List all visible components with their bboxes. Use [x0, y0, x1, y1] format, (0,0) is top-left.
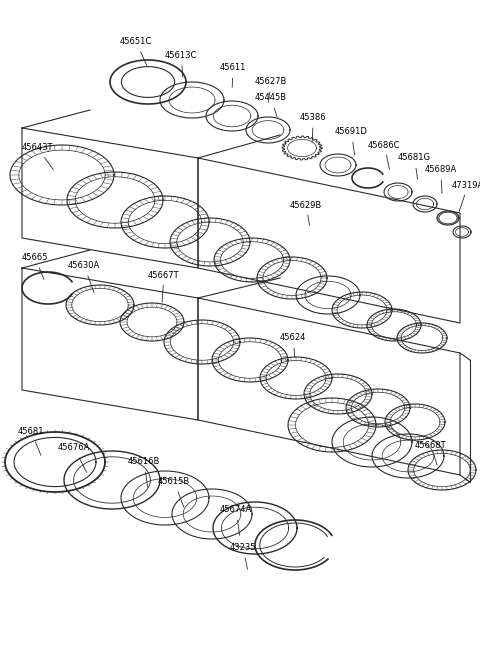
- Text: 45668T: 45668T: [415, 440, 446, 465]
- Text: 45667T: 45667T: [148, 270, 180, 302]
- Text: 45651C: 45651C: [120, 37, 152, 66]
- Text: 45613C: 45613C: [165, 52, 197, 77]
- Text: 45643T: 45643T: [22, 144, 53, 170]
- Text: 45630A: 45630A: [68, 262, 100, 293]
- Text: 45665: 45665: [22, 253, 48, 279]
- Text: 45615B: 45615B: [158, 478, 190, 507]
- Text: 45686C: 45686C: [368, 140, 400, 169]
- Text: 45689A: 45689A: [425, 165, 457, 194]
- Text: 45445B: 45445B: [255, 94, 287, 117]
- Text: 45627B: 45627B: [255, 77, 288, 102]
- Text: 43235: 43235: [230, 544, 256, 569]
- Text: 45386: 45386: [300, 113, 326, 142]
- Text: 47319A: 47319A: [452, 180, 480, 213]
- Text: 45611: 45611: [220, 64, 246, 87]
- Text: 45681G: 45681G: [398, 154, 431, 179]
- Text: 45629B: 45629B: [290, 201, 322, 225]
- Text: 45674A: 45674A: [220, 506, 252, 535]
- Text: 45676A: 45676A: [58, 443, 90, 472]
- Text: 45616B: 45616B: [128, 457, 160, 487]
- Text: 45691D: 45691D: [335, 127, 368, 155]
- Text: 45681: 45681: [18, 428, 45, 455]
- Text: 45624: 45624: [280, 333, 306, 358]
